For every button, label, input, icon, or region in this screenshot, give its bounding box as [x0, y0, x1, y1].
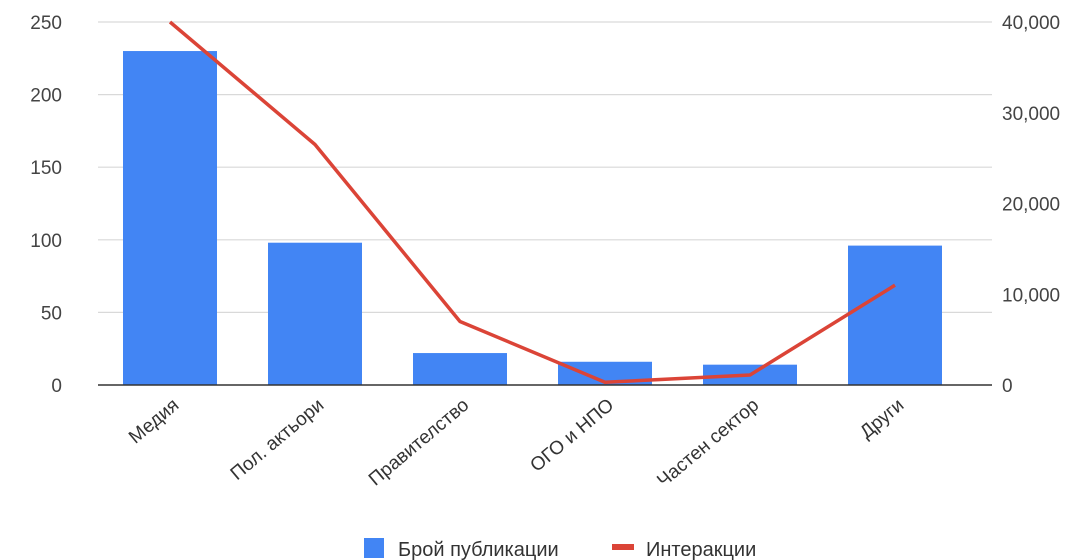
category-label: Други — [856, 395, 908, 443]
left-tick-label: 100 — [30, 231, 62, 252]
right-tick-label: 40,000 — [1002, 13, 1060, 34]
right-tick-label: 0 — [1002, 376, 1013, 397]
bar — [413, 353, 507, 385]
right-tick-label: 20,000 — [1002, 195, 1060, 216]
line-series-interactions — [168, 20, 896, 385]
right-axis-ticks: 0 10,000 20,000 30,000 40,000 — [1002, 13, 1060, 397]
left-tick-label: 250 — [30, 13, 62, 34]
right-tick-label: 10,000 — [1002, 285, 1060, 306]
x-axis-category-labels: Медия Пол. актьори Правителство ОГО и НПО Ча… — [125, 395, 908, 492]
bar — [558, 361, 652, 385]
gridlines — [98, 21, 992, 313]
right-tick-label: 30,000 — [1002, 104, 1060, 125]
bar — [848, 245, 942, 385]
category-label: Правителство — [365, 395, 473, 491]
left-tick-label: 200 — [30, 86, 62, 107]
left-tick-label: 0 — [51, 376, 62, 397]
bar-series — [123, 51, 942, 385]
legend-label-line: Интеракции — [646, 539, 756, 560]
category-label: Медия — [125, 395, 183, 448]
category-label: Пол. актьори — [227, 395, 329, 485]
left-tick-label: 50 — [41, 303, 62, 324]
bar — [123, 51, 217, 385]
legend-swatch-bar — [364, 538, 384, 558]
category-label: Частен сектор — [653, 395, 763, 492]
category-label: ОГО и НПО — [526, 395, 618, 477]
left-axis-ticks: 0 50 100 150 200 250 — [30, 13, 62, 397]
bar — [268, 242, 362, 385]
left-tick-label: 150 — [30, 158, 62, 179]
legend-swatch-line — [612, 544, 634, 550]
legend: Брой публикации Интеракции — [364, 538, 756, 560]
legend-label-bar: Брой публикации — [398, 539, 559, 560]
